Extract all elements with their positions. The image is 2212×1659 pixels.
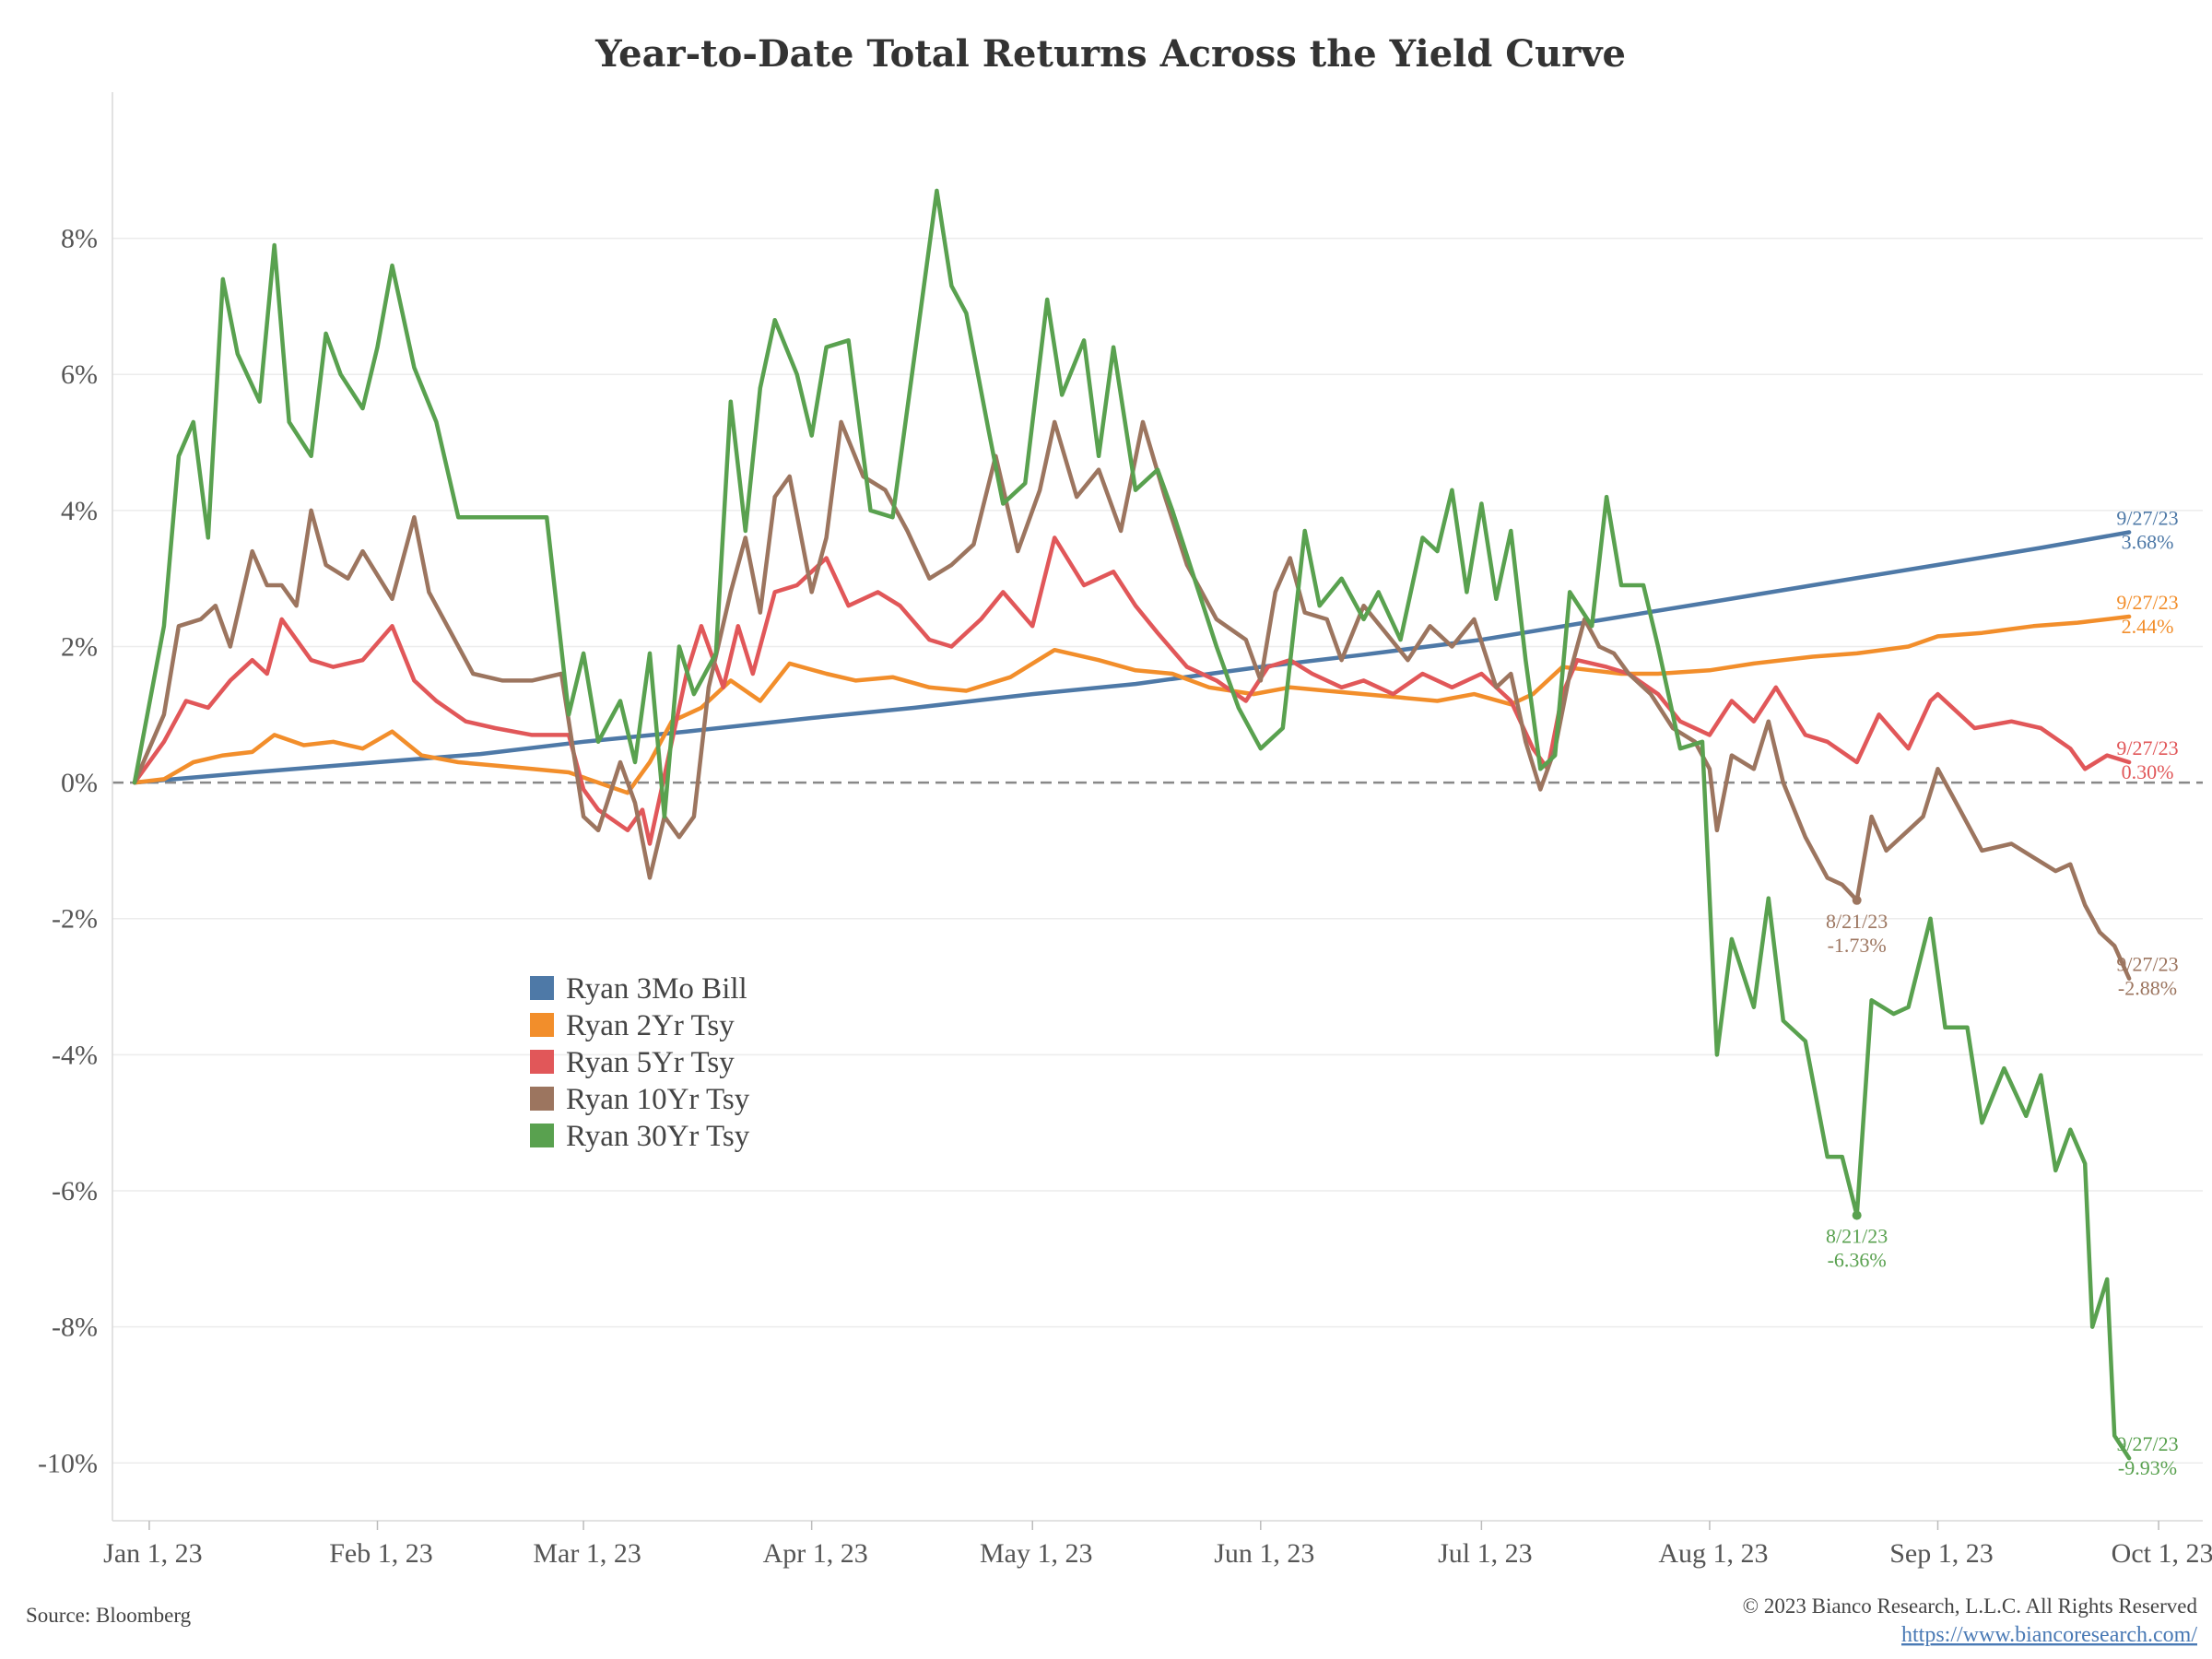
annotation-value: 3.68% [2122,530,2174,553]
series-line-ryan-3mo-bill [132,530,2132,785]
series-lines [132,188,2132,1461]
legend-label: Ryan 3Mo Bill [566,972,747,1006]
legend-swatch [530,1013,554,1037]
annotation-marker [1852,1210,1862,1220]
source-note: Source: Bloomberg [26,1604,192,1627]
legend-label: Ryan 10Yr Tsy [566,1083,750,1116]
series-line-ryan-30yr-tsy [132,188,2132,1461]
annotation-value: -6.36% [1828,1249,1887,1272]
x-tick-label: Jan 1, 23 [103,1538,203,1569]
y-tick-label: 4% [61,496,98,526]
series-line-ryan-10yr-tsy [132,419,2132,981]
legend-label: Ryan 2Yr Tsy [566,1009,735,1042]
y-tick-label: -2% [52,904,98,935]
legend-label: Ryan 5Yr Tsy [566,1046,735,1079]
annotation-value: 2.44% [2122,615,2174,638]
annotation-date: 8/21/23 [1826,910,1888,933]
series-line-ryan-2yr-tsy [132,614,2132,795]
chart-title: Year-to-Date Total Returns Across the Yi… [594,32,1626,76]
annotation-date: 9/27/23 [2116,736,2178,759]
x-tick-label: Jun 1, 23 [1214,1538,1314,1569]
gridlines [112,237,2203,1465]
y-tick-label: -8% [52,1312,98,1343]
y-tick-label: 2% [61,631,98,662]
annotation-value: -2.88% [2118,977,2177,1000]
y-tick-label: 0% [61,768,98,798]
annotation-date: 9/27/23 [2116,591,2178,614]
x-tick-label: Mar 1, 23 [533,1538,641,1569]
annotation-date: 9/27/23 [2116,953,2178,976]
legend-swatch [530,976,554,1000]
annotation-value: -1.73% [1828,934,1887,957]
annotation-value: -9.93% [2118,1456,2177,1479]
axes: 8% 6% 4% 2% 0% -2% -4% -6% -8% -10% Jan 1, 23 Feb 1… [38,92,2212,1569]
legend-swatch [530,1124,554,1147]
annotation-date: 9/27/23 [2116,506,2178,529]
x-tick-label: Apr 1, 23 [763,1538,868,1569]
annotations: 9/27/233.68%9/27/232.44%9/27/230.30%9/27… [1826,506,2179,1479]
x-tick-label: Feb 1, 23 [329,1538,433,1569]
y-tick-label: 6% [61,359,98,390]
x-tick-label: Jul 1, 23 [1438,1538,1533,1569]
series-line-ryan-5yr-tsy [132,535,2132,846]
legend-swatch [530,1050,554,1074]
annotation-date: 9/27/23 [2116,1432,2178,1455]
annotation-value: 0.30% [2122,760,2174,783]
annotation-date: 8/21/23 [1826,1225,1888,1248]
legend-label: Ryan 30Yr Tsy [566,1120,750,1153]
x-tick-label: Sep 1, 23 [1889,1538,1994,1569]
x-tick-label: Aug 1, 23 [1658,1538,1768,1569]
annotation-marker [1852,895,1862,905]
x-tick-label: Oct 1, 23 [2112,1538,2212,1569]
copyright-note: © 2023 Bianco Research, L.L.C. All Right… [1743,1594,2198,1618]
y-tick-label: 8% [61,224,98,254]
y-tick-label: -4% [52,1040,98,1070]
legend-swatch [530,1087,554,1111]
x-tick-label: May 1, 23 [980,1538,1093,1569]
y-tick-label: -10% [38,1448,98,1478]
y-tick-label: -6% [52,1176,98,1206]
website-link[interactable]: https://www.biancoresearch.com/ [1901,1623,2197,1647]
